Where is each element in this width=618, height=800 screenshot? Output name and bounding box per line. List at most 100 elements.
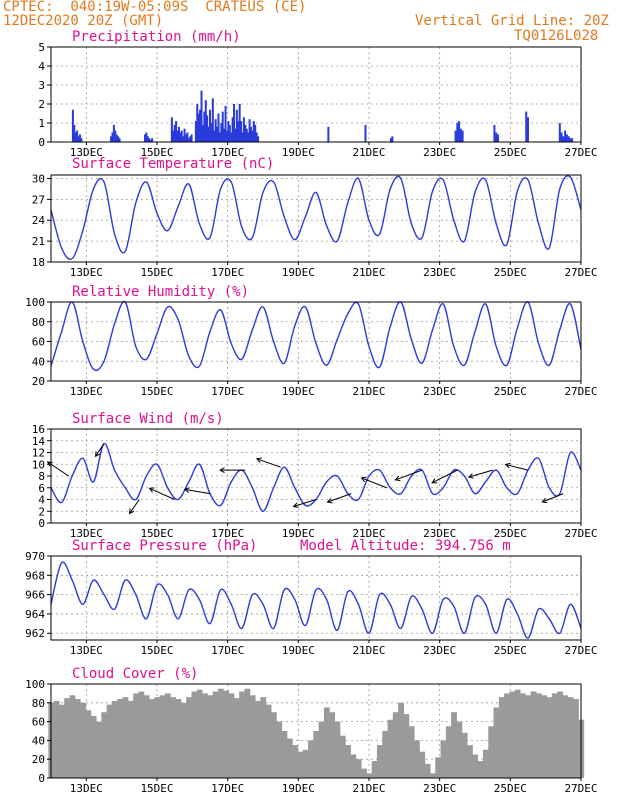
cloud-bar bbox=[249, 695, 256, 778]
precip-bar bbox=[145, 132, 148, 142]
cloud-bar bbox=[477, 761, 484, 778]
temp-point bbox=[61, 247, 63, 249]
temp-point bbox=[124, 250, 126, 253]
wind-arrow bbox=[327, 493, 352, 503]
cloud-bar bbox=[133, 693, 139, 778]
temp-point bbox=[347, 202, 349, 204]
cloud-bar bbox=[281, 731, 288, 778]
precip-bar bbox=[227, 121, 230, 142]
temp-point bbox=[273, 181, 275, 183]
wind-point bbox=[188, 481, 190, 483]
rh-point bbox=[485, 303, 487, 305]
header-grid-note: Vertical Grid Line: 20Z bbox=[415, 13, 609, 29]
precip-bar bbox=[210, 123, 213, 142]
pres-xtick-label: 19DEC bbox=[282, 644, 315, 657]
precip-bar bbox=[389, 138, 392, 142]
temp-point bbox=[463, 240, 465, 242]
cloud-bar bbox=[260, 697, 267, 778]
pres-point bbox=[421, 608, 423, 610]
temp-point bbox=[400, 177, 402, 180]
temp-point bbox=[220, 188, 222, 190]
precip-bar bbox=[211, 98, 214, 142]
wind-arrow bbox=[184, 488, 211, 495]
pres-point bbox=[485, 603, 487, 605]
precip-bar bbox=[459, 128, 462, 142]
wind-point bbox=[485, 481, 487, 483]
precip-bar bbox=[180, 130, 183, 142]
precip-bar bbox=[201, 124, 204, 142]
cloud-bar bbox=[117, 699, 124, 778]
pres-point bbox=[220, 589, 222, 591]
cloud-bar bbox=[276, 721, 283, 778]
temp-point bbox=[357, 177, 359, 180]
precip-bar bbox=[224, 105, 227, 142]
rh-xtick-label: 21DEC bbox=[352, 385, 385, 398]
precip-ytick-label: 3 bbox=[38, 79, 45, 92]
cloud-bar bbox=[562, 695, 569, 778]
temp-point bbox=[241, 226, 243, 228]
cloud-bar bbox=[530, 691, 537, 778]
cloud-title: Cloud Cover (%) bbox=[72, 666, 198, 682]
cloud-bar bbox=[371, 761, 378, 778]
header-datetime: 12DEC2020 20Z (GMT) bbox=[3, 13, 164, 29]
wind-xtick-label: 19DEC bbox=[282, 527, 315, 540]
precip-bar bbox=[112, 124, 115, 142]
precip-bar bbox=[177, 126, 180, 142]
pres-point bbox=[71, 579, 73, 581]
precip-bar bbox=[73, 124, 76, 142]
temp-title: Surface Temperature (nC) bbox=[72, 156, 274, 172]
cloud-bar bbox=[440, 740, 447, 778]
precip-bar bbox=[233, 104, 236, 142]
temp-point bbox=[114, 233, 116, 235]
wind-arrow-head bbox=[148, 487, 155, 493]
precip-bar bbox=[77, 136, 80, 142]
cloud-bar bbox=[567, 697, 574, 778]
rh-point bbox=[61, 331, 63, 333]
cloud-bar bbox=[366, 773, 373, 778]
temp-point bbox=[156, 212, 158, 214]
cloud-xtick-label: 17DEC bbox=[211, 782, 244, 795]
precip-bar bbox=[527, 117, 529, 142]
cloud-bar bbox=[85, 710, 92, 778]
precip-bar bbox=[151, 138, 154, 142]
pres-point bbox=[442, 598, 444, 601]
cloud-bar bbox=[164, 693, 171, 778]
precip-bar bbox=[496, 134, 499, 142]
precip-bar bbox=[176, 130, 179, 142]
pres-point bbox=[368, 632, 370, 634]
cloud-bar bbox=[419, 751, 426, 778]
precip-bar bbox=[183, 128, 186, 142]
precip-bar bbox=[240, 121, 243, 142]
cloud-bar bbox=[318, 721, 325, 778]
temp-point bbox=[326, 225, 328, 227]
cloud-bar bbox=[244, 688, 251, 778]
pres-xtick-label: 17DEC bbox=[211, 644, 244, 657]
temp-point bbox=[474, 191, 476, 193]
cloud-bar bbox=[514, 689, 521, 778]
wind-panel bbox=[46, 428, 582, 526]
cloud-bar bbox=[186, 697, 192, 778]
precip-bar bbox=[567, 136, 570, 142]
pres-frame bbox=[50, 555, 582, 641]
precip-bar bbox=[111, 132, 114, 142]
wind-arrow bbox=[468, 469, 493, 478]
cloud-bar bbox=[223, 690, 230, 778]
precip-bar bbox=[175, 121, 178, 142]
cloud-bar bbox=[535, 693, 542, 778]
wind-arrow-head bbox=[504, 462, 511, 469]
wind-arrow-head bbox=[292, 502, 299, 508]
wind-xtick-label: 27DEC bbox=[564, 527, 597, 540]
cloud-ytick-label: 40 bbox=[32, 734, 45, 747]
rh-title: Relative Humidity (%) bbox=[72, 284, 249, 300]
temp-point bbox=[251, 237, 253, 239]
wind-arrow-head bbox=[467, 473, 474, 479]
temp-point bbox=[167, 230, 169, 232]
cloud-bar bbox=[297, 751, 304, 778]
pres-xtick-label: 25DEC bbox=[494, 644, 527, 657]
precip-bar bbox=[194, 121, 197, 142]
rh-point bbox=[198, 365, 200, 367]
pres-point bbox=[82, 603, 84, 605]
precip-ytick-label: 2 bbox=[38, 98, 45, 111]
cloud-bar bbox=[313, 731, 320, 778]
pres-ytick-label: 966 bbox=[25, 589, 45, 602]
